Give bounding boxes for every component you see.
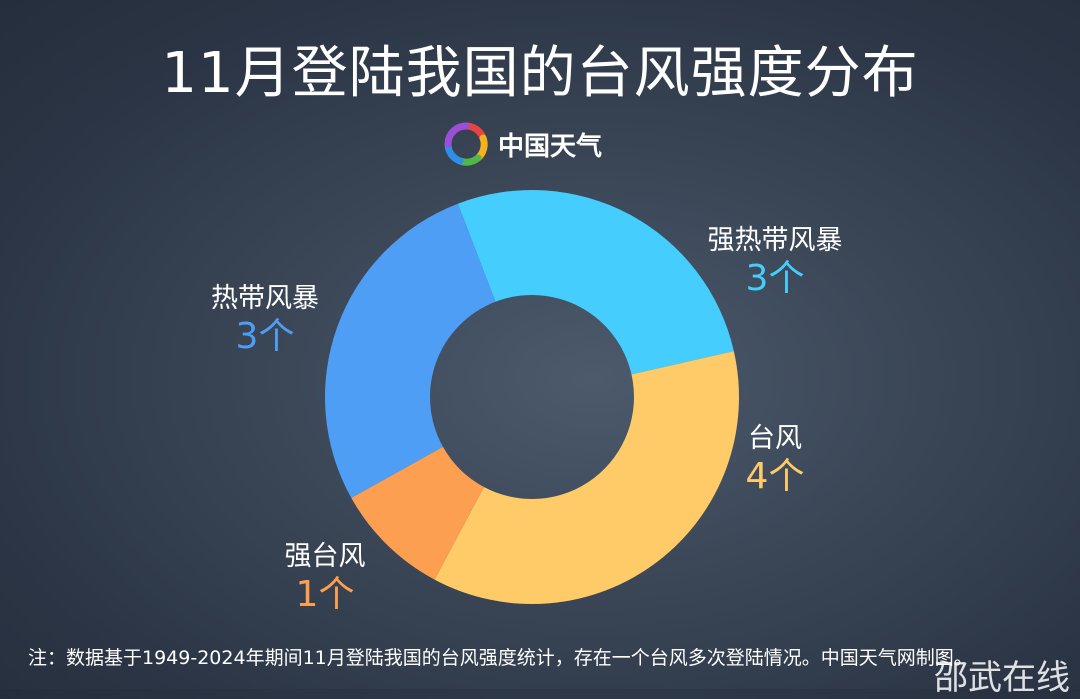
slice-name: 热带风暴 [211, 283, 319, 314]
donut-slice-2 [351, 446, 484, 580]
brand-logo: 中国天气 [442, 120, 602, 168]
watermark: 邵武在线 [934, 658, 1070, 698]
label-typhoon: 台风 4个 [725, 416, 825, 499]
label-tropical-storm: 热带风暴 3个 [195, 276, 335, 359]
pinwheel-logo-icon [444, 122, 488, 166]
slice-name: 强台风 [284, 541, 366, 572]
label-severe-typhoon: 强台风 1个 [270, 534, 380, 617]
slice-name: 台风 [748, 423, 802, 454]
label-severe-tropical-storm: 强热带风暴 3个 [690, 218, 860, 301]
donut-slice-1 [434, 351, 739, 604]
slice-value: 4个 [745, 456, 805, 497]
donut-slice-0 [457, 190, 734, 375]
chart-title: 11月登陆我国的台风强度分布 [161, 41, 919, 106]
slice-name: 强热带风暴 [707, 225, 843, 256]
slice-value: 3个 [235, 316, 295, 357]
slice-value: 3个 [745, 258, 805, 299]
brand-name: 中国天气 [498, 131, 603, 162]
footnote: 注：数据基于1949-2024年期间11月登陆我国的台风强度统计，存在一个台风多… [28, 647, 973, 669]
donut-slice-3 [325, 203, 496, 498]
slice-value: 1个 [295, 574, 355, 615]
